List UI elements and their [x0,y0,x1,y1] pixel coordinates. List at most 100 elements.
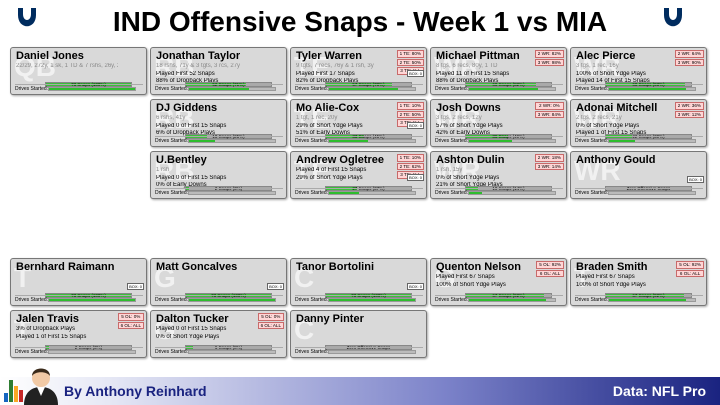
formation-badge: 6 OL: ALL [117,321,144,330]
player-note-line: 100% of Short Ydge Plays [576,70,646,77]
drives-started-fill [469,192,482,194]
box-count-badge: BOX: 0 [687,176,704,183]
drives-started-label: Drives Started: [575,138,609,144]
formation-badge: 5 OL: 0% [117,313,144,321]
player-card-taylor: RB Jonathan Taylor 18 rshs, 71y & 3 tgts… [150,47,287,95]
formation-badge: 3 WR: 90% [674,58,704,67]
drives-started-bar [328,87,416,91]
position-watermark: TE [294,155,330,186]
position-watermark: TE [294,51,330,82]
player-note-line: 100% of Short Ydge Plays [436,281,506,288]
drives-started-label: Drives Started: [295,297,329,303]
formation-badges: 2 WR: 0% 3 WR: 84% [534,102,564,119]
formation-badge: 5 OL: 92% [676,261,704,269]
drives-started-fill [469,88,538,90]
player-card-gould: WR Anthony Gould BOX: 0 Zero Offensive S… [570,151,707,199]
formation-badge: 2 WR: 64% [674,50,704,58]
drives-started-fill [189,299,275,301]
player-stat-line: 8 tgs, 6 recs, 80y, 1 TD [436,63,498,69]
position-watermark: T [14,314,32,345]
box-count-badge: BOX: 0 [127,283,144,290]
player-card-aliecox: TE Mo Alie-Cox 1 tgt, 1 rec, 20y 29% of S… [290,99,427,147]
drives-started-label: Drives Started: [15,349,49,355]
drives-started-fill [329,192,360,194]
player-card-bentley: RB U.Bentley 1 rsh Played 0 of First 15 S… [150,151,287,199]
position-watermark: TE [294,103,330,134]
drives-started-row: Drives Started: [435,295,563,303]
player-card-pinter: C Danny Pinter Zero Offensive Snaps Driv… [290,310,427,358]
box-count-badge: BOX: 0 [407,283,424,290]
drives-started-bar [468,139,556,143]
player-stat-line: 9 tgts, 7 recs, 76y & 1 rsh, 3y [296,63,374,69]
drives-started-row: Drives Started: [575,295,703,303]
drives-started-label: Drives Started: [435,86,469,92]
player-name: DJ Giddens [156,102,218,114]
drives-started-row: Drives Started: [295,136,423,144]
formation-badge: 3 WR: 12% [674,110,704,119]
formation-badge: 6 OL: ALL [257,321,284,330]
drives-started-bar [188,298,276,302]
box-count-badge: BOX: 0 [407,174,424,181]
player-name: Danny Pinter [296,313,364,325]
player-note-line: Played 1 of First 15 Snaps [576,130,646,137]
player-card-raimann: T Bernhard Raimann BOX: 0 73 Snaps (100%… [10,258,147,306]
player-note-line: Played 14 of First 15 Snaps [576,78,650,85]
player-note-line: 6% of Dropback Plays [156,130,215,137]
formation-badge: 2 TE: 50% [396,110,424,119]
formation-badge: 2 WR: 0% [534,102,564,110]
drives-started-bar [468,298,556,302]
drives-started-row: Drives Started: [15,84,143,92]
formation-badge: 5 OL: 92% [536,261,564,269]
player-name: Mo Alie-Cox [296,102,360,114]
drives-started-row: Drives Started: [435,188,563,196]
player-name: Jalen Travis [16,313,79,325]
player-name: Tyler Warren [296,50,363,62]
player-note-line: 3% of Dropback Plays [16,326,76,332]
box-count-badge: BOX: 0 [407,122,424,129]
drives-started-fill [329,140,368,142]
drives-started-bar [188,350,276,354]
player-note-line: 29% of Short Ydge Plays [296,122,363,129]
drives-started-bar [48,87,136,91]
player-note-line: 88% of Dropback Plays [156,78,218,85]
player-name: Tanor Bortolini [296,261,375,273]
box-count-badge: BOX: 0 [407,70,424,77]
player-note-line: Played 0 of First 15 Snaps [156,122,227,129]
position-watermark: WR [434,51,481,82]
position-watermark: C [294,262,315,293]
formation-badges: 5 OL: 92% 6 OL: ALL [676,261,704,278]
drives-started-row: Drives Started: [435,84,563,92]
drives-started-label: Drives Started: [15,86,49,92]
player-note-line: Played First 67 Snaps [436,274,495,280]
player-stat-line: 1 tgt, 1 rec, 20y [296,115,338,121]
drives-started-bar [188,87,276,91]
drives-started-fill [189,88,250,90]
formation-badge: 2 WR: 36% [674,102,704,110]
player-name: U.Bentley [156,154,207,166]
player-stat-line: 18 rshs, 71y & 3 tgts, 3 rcs, 27y [156,63,241,69]
position-watermark: WR [574,103,621,134]
drives-started-row: Drives Started: [15,347,143,355]
drives-started-label: Drives Started: [155,297,189,303]
drives-started-bar [48,350,136,354]
player-stat-line: 3 tgs, 1 rec, 16y [576,63,619,69]
drives-started-row: Drives Started: [575,136,703,144]
player-note-line: 82% of Dropback Plays [296,78,358,85]
player-note-line: 0% of Short Ydge Plays [436,174,500,181]
formation-badges: 5 OL: 0% 6 OL: ALL [257,313,284,330]
player-card-bortolini: C Tanor Bortolini BOX: 0 73 Snaps (100%)… [290,258,427,306]
player-note-line: Played 4 of First 15 Snaps [296,167,367,173]
drives-started-row: Drives Started: [295,188,423,196]
formation-badges: 5 OL: 92% 6 OL: ALL [536,261,564,278]
formation-badge: 6 OL: ALL [536,269,564,278]
colts-horseshoe-icon [18,8,36,27]
drives-started-bar [468,191,556,195]
colts-horseshoe-icon [664,8,682,27]
drives-started-bar [608,87,696,91]
player-card-warren: TE Tyler Warren 9 tgts, 7 recs, 76y & 1 … [290,47,427,95]
drives-started-row: Drives Started: [155,84,283,92]
position-watermark: WR [574,51,621,82]
drives-started-fill [49,299,135,301]
drives-started-row: Drives Started: [575,84,703,92]
drives-started-bar [48,298,136,302]
